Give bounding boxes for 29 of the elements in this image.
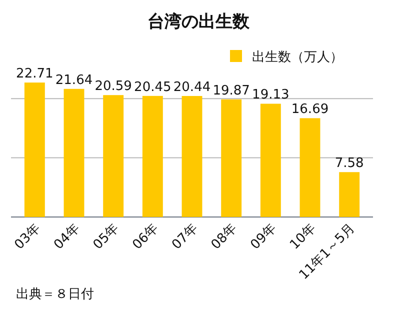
data-label: 7.58 [334,156,364,172]
x-tick-label: 08年 [208,221,240,253]
legend-label: 出生数（万人） [252,50,343,65]
x-tick-label: 06年 [130,221,162,253]
x-tick-label: 04年 [51,221,83,253]
x-tick-label: 07年 [169,221,201,253]
data-label: 20.59 [94,79,132,94]
bar [64,88,84,217]
x-tick-label: 05年 [90,221,122,253]
data-label: 22.71 [16,66,54,82]
data-label: 19.87 [212,83,250,98]
bar [300,118,320,217]
chart-title: 台湾の出生数 [148,12,250,32]
bar [142,96,163,217]
bar [182,96,202,217]
data-label: 21.64 [55,72,93,88]
data-label: 16.69 [291,102,329,118]
bar [221,99,242,217]
bar [24,82,45,217]
source-note: 出典＝８日付 [16,287,94,302]
bar [339,172,360,217]
data-label: 20.45 [134,80,172,95]
x-tick-label: 03年 [12,221,44,253]
x-tick-label: 10年 [287,221,319,253]
data-label: 19.13 [252,88,290,103]
data-label: 20.44 [173,80,211,95]
bar [103,95,124,217]
bar [260,104,281,217]
x-tick-label: 09年 [248,221,280,253]
